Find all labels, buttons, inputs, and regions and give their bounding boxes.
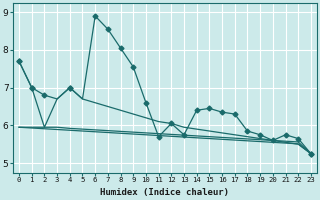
X-axis label: Humidex (Indice chaleur): Humidex (Indice chaleur) [100,188,229,197]
